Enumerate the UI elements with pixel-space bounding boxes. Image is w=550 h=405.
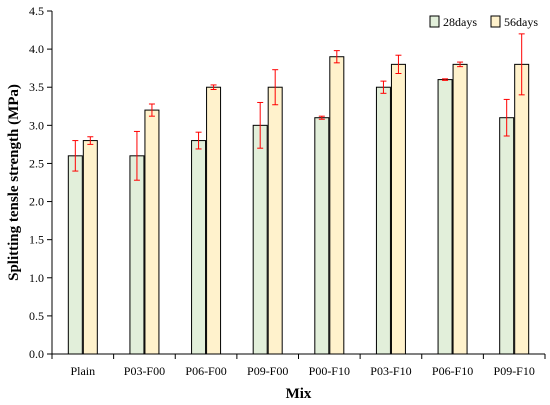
bar-28days <box>191 140 207 355</box>
x-tick-label: Plain <box>70 364 95 378</box>
bar-56days <box>206 86 222 355</box>
y-tick-label: 4.0 <box>29 42 44 56</box>
x-tick-label: P06-F10 <box>432 364 473 378</box>
plot-area: 0.0 0.5 1.0 1.5 2.0 2.5 3.0 3.5 4.0 4.5 Plain P03-F… <box>29 4 546 378</box>
y-tick-label: 3.5 <box>29 80 44 94</box>
y-tick-label: 2.5 <box>29 156 44 170</box>
bar-28days <box>375 86 391 355</box>
bar-56days <box>390 63 406 355</box>
bar-56days <box>267 86 283 355</box>
legend: 28days 56days <box>429 15 538 29</box>
y-tick-label: 1.0 <box>29 271 44 285</box>
x-tick-label: P09-F00 <box>247 364 288 378</box>
y-axis-title-group: Splitting tensle strength (MPa) <box>6 84 22 281</box>
bar-28days <box>129 155 145 355</box>
x-tick-label: P00-F10 <box>309 364 350 378</box>
bar-56days <box>514 63 530 355</box>
y-tick-label: 2.0 <box>29 195 44 209</box>
y-tick-label: 0.0 <box>29 347 44 361</box>
legend-label-56days: 56days <box>504 15 538 29</box>
x-tick-label: P03-F10 <box>370 364 411 378</box>
legend-swatch-56days <box>490 15 501 28</box>
bar-28days <box>499 117 515 355</box>
bar-56days <box>329 56 345 355</box>
bar-56days <box>452 63 468 355</box>
bar-56days <box>144 109 160 355</box>
x-axis-title: Mix <box>286 386 312 402</box>
x-tick-label: P06-F00 <box>185 364 226 378</box>
y-tick-label: 0.5 <box>29 309 44 323</box>
bar-28days <box>67 155 83 355</box>
bar-28days <box>252 124 268 355</box>
y-axis-title: Splitting tensle strength (MPa) <box>6 84 22 281</box>
y-tick-label: 1.5 <box>29 233 44 247</box>
y-tick-label: 4.5 <box>29 4 44 18</box>
legend-label-28days: 28days <box>443 15 477 29</box>
bar-56days <box>82 140 98 355</box>
bar-28days <box>314 117 330 355</box>
y-tick-label: 3.0 <box>29 118 44 132</box>
bar-28days <box>437 79 453 355</box>
legend-swatch-28days <box>429 15 440 28</box>
x-tick-label: P09-F10 <box>494 364 535 378</box>
x-tick-label: P03-F00 <box>124 364 165 378</box>
